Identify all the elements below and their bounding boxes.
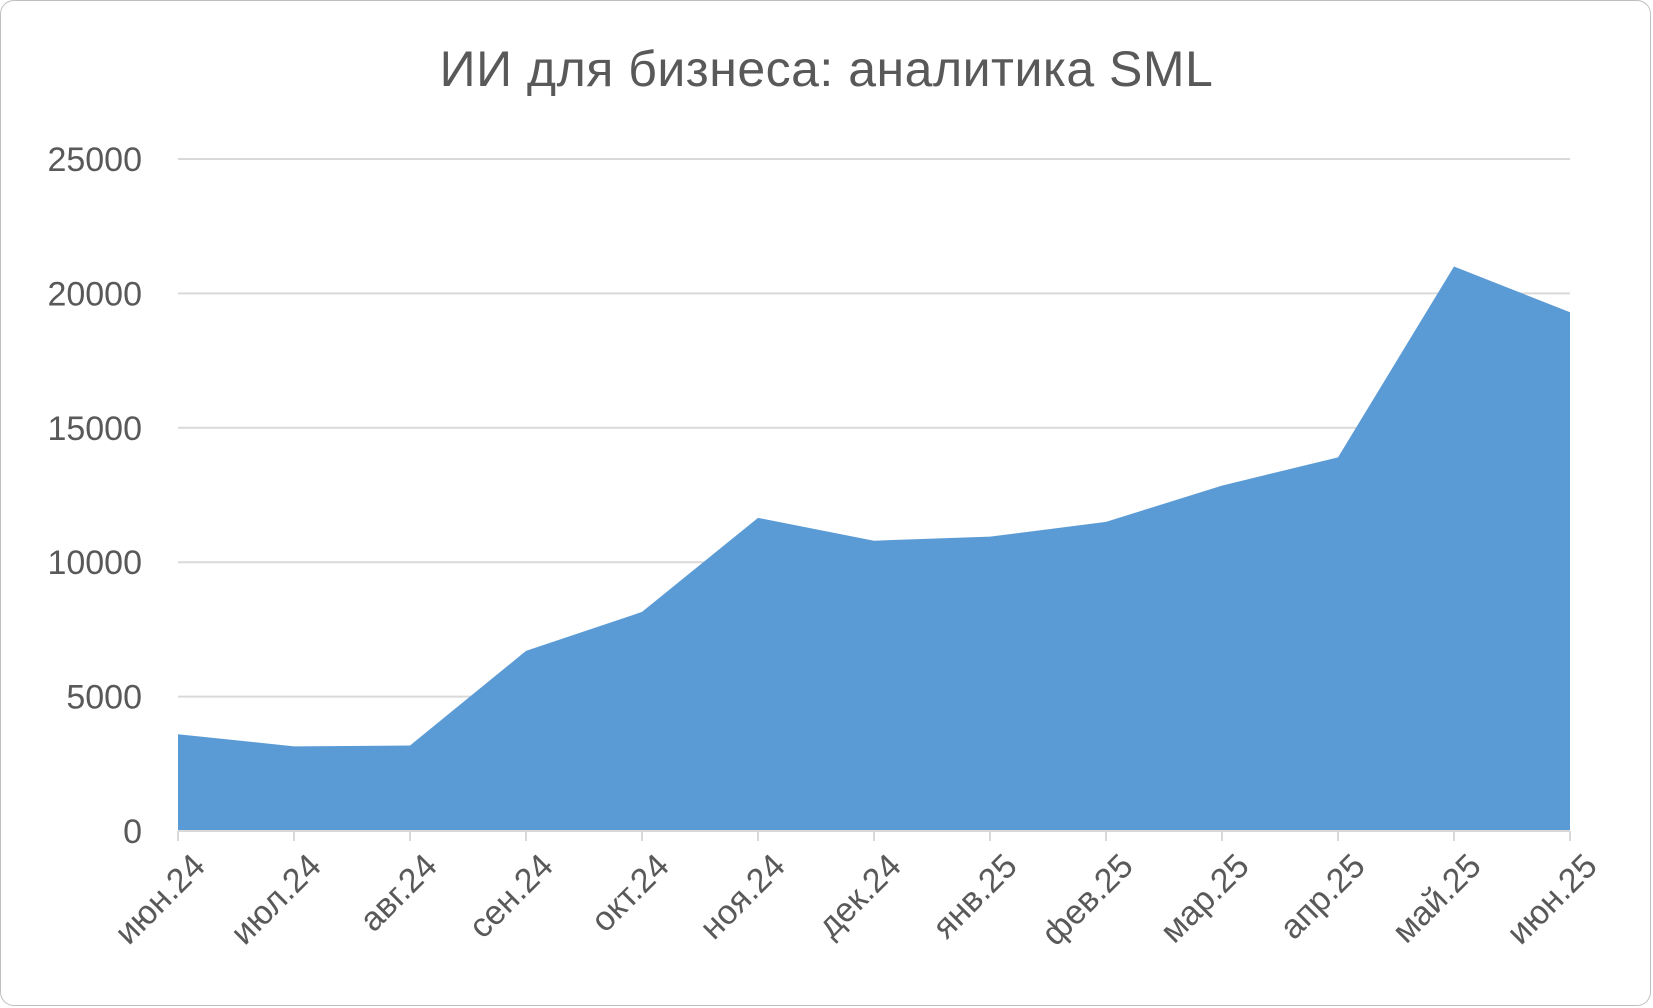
x-tick-label: янв.25 [925,847,1024,946]
x-tick-label: май.25 [1385,847,1489,951]
x-tick-label: сен.24 [462,847,561,946]
y-tick-label: 15000 [47,410,142,448]
x-tick-label: июл.24 [223,847,328,952]
x-tick-label: мар.25 [1153,847,1257,951]
y-tick-label: 20000 [47,275,142,313]
x-tick-label: июн.24 [108,847,213,952]
x-tick-label: дек.24 [810,847,908,945]
area-series-fill [178,266,1570,831]
x-tick-label: авг.24 [352,847,444,939]
x-tick-label: апр.25 [1273,847,1373,947]
y-tick-label: 0 [123,813,142,851]
x-tick-label: фев.25 [1034,847,1140,953]
y-tick-label: 10000 [47,544,142,582]
chart-title: ИИ для бизнеса: аналитика SML [439,41,1214,97]
y-tick-label: 5000 [66,679,142,717]
x-axis-ticks: июн.24 июл.24 авг.24 сен.24 окт.24 ноя.24 дек.… [108,847,1605,953]
x-tick-label: окт.24 [584,847,677,940]
x-axis [177,830,1571,841]
x-tick-label: июн.25 [1500,847,1605,952]
y-axis-ticks: 0 5000 10000 15000 20000 25000 [47,141,142,851]
area-series [178,266,1570,831]
x-tick-label: ноя.24 [693,847,793,947]
y-tick-label: 25000 [47,141,142,179]
